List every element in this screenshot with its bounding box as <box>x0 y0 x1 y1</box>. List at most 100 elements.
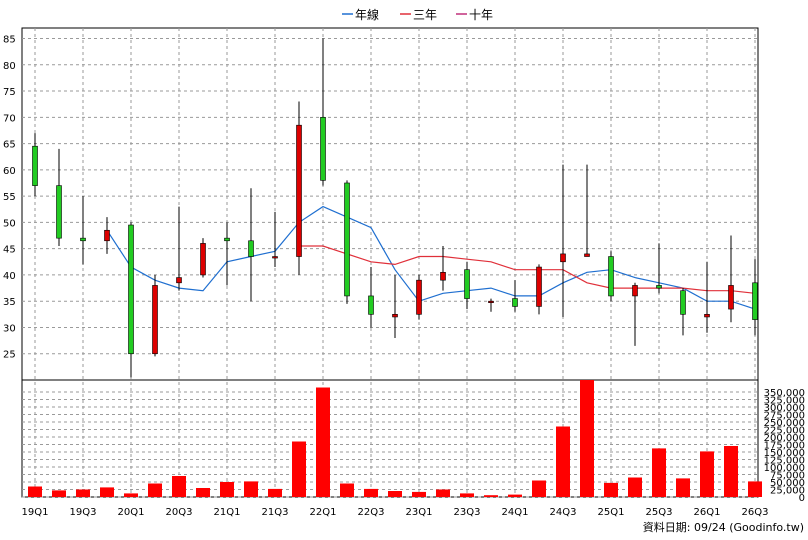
candle-body <box>272 256 278 259</box>
volume-bar <box>412 491 426 497</box>
candle-body <box>608 256 614 297</box>
candle-body <box>320 117 326 181</box>
volume-bar <box>628 477 642 497</box>
volume-tick-label: 100,000 <box>764 463 805 474</box>
volume-bar <box>484 495 498 497</box>
axis-labels: 25 30 35 40 45 50 55 60 65 70 75 80 85 025,00050,0007… <box>3 35 805 518</box>
candle-body <box>512 298 518 307</box>
volume-bar <box>316 387 330 497</box>
legend-label: 三年 <box>413 8 437 22</box>
candlestick <box>80 196 86 265</box>
candlesticks <box>32 38 758 378</box>
candlestick <box>512 280 518 312</box>
x-tick-label: 20Q3 <box>166 507 193 518</box>
legend-label: 十年 <box>469 8 493 22</box>
candlestick <box>632 282 638 346</box>
volume-tick-label: 50,000 <box>770 478 805 489</box>
volume-bar <box>676 478 690 497</box>
volume-tick-label: 125,000 <box>764 456 805 467</box>
candle-body <box>656 285 662 289</box>
x-tick-label: 22Q3 <box>358 507 385 518</box>
volume-bars <box>28 380 762 497</box>
x-tick-label: 25Q1 <box>598 507 625 518</box>
candle-body <box>752 282 758 320</box>
candlestick <box>152 274 158 357</box>
volume-bar <box>532 480 546 497</box>
volume-bar <box>436 489 450 497</box>
candle-body <box>440 271 446 281</box>
moving-average-lines <box>106 205 756 310</box>
volume-bar <box>292 441 306 497</box>
candlestick <box>104 217 110 254</box>
volume-bar <box>580 380 594 497</box>
candlestick <box>248 188 254 302</box>
candle-body <box>296 124 302 257</box>
data-date-credit: 資料日期: 09/24 (Goodinfo.tw) <box>643 520 804 534</box>
x-tick-label: 23Q1 <box>406 507 433 518</box>
candlestick <box>440 246 446 291</box>
candlestick <box>560 164 566 317</box>
candlestick <box>344 180 350 304</box>
price-tick-label: 35 <box>3 297 16 308</box>
volume-bar <box>724 446 738 497</box>
candlestick <box>752 259 758 336</box>
candle-body <box>248 240 254 257</box>
volume-bar <box>556 426 570 497</box>
candlestick <box>656 243 662 294</box>
volume-bar <box>28 486 42 497</box>
candle-body <box>488 300 494 303</box>
candle-body <box>680 290 686 315</box>
candlestick <box>32 133 38 197</box>
volume-tick-label: 250,000 <box>764 418 805 429</box>
candle-body <box>200 243 206 276</box>
volume-bar <box>52 490 66 497</box>
candle-body <box>176 277 182 284</box>
candlestick <box>680 288 686 336</box>
candlestick <box>704 261 710 333</box>
price-tick-label: 75 <box>3 87 16 98</box>
volume-bar <box>148 483 162 497</box>
volume-tick-label: 275,000 <box>764 411 805 422</box>
candle-body <box>536 266 542 307</box>
x-tick-label: 24Q3 <box>550 507 577 518</box>
price-tick-label: 25 <box>3 350 16 361</box>
volume-bar <box>364 488 378 497</box>
candle-body <box>560 253 566 263</box>
candle-body <box>224 237 230 242</box>
volume-plot-frame <box>21 379 759 498</box>
candle-body <box>464 269 470 299</box>
x-tick-label: 25Q3 <box>646 507 673 518</box>
candlestick <box>608 251 614 302</box>
volume-bar <box>748 481 762 497</box>
candlestick <box>536 264 542 315</box>
price-tick-label: 30 <box>3 323 16 334</box>
volume-bar <box>508 494 522 497</box>
legend-item: 十年 <box>456 8 493 22</box>
volume-tick-label: 325,000 <box>764 396 805 407</box>
x-tick-label: 26Q1 <box>694 507 721 518</box>
price-tick-label: 45 <box>3 245 16 256</box>
price-tick-label: 70 <box>3 113 16 124</box>
volume-bar <box>76 489 90 497</box>
x-tick-label: 19Q3 <box>70 507 97 518</box>
volume-tick-label: 0 <box>799 493 805 504</box>
candlestick <box>296 101 302 275</box>
x-tick-label: 24Q1 <box>502 507 529 518</box>
candle-body <box>344 182 350 297</box>
candle-body <box>128 224 134 355</box>
volume-bar <box>100 487 114 497</box>
volume-tick-label: 225,000 <box>764 426 805 437</box>
volume-tick-label: 175,000 <box>764 441 805 452</box>
legend-item: 三年 <box>400 8 437 22</box>
candle-body <box>56 185 62 239</box>
ma-line <box>106 205 756 310</box>
candlestick <box>320 38 326 186</box>
price-tick-label: 85 <box>3 35 16 46</box>
volume-bar <box>268 488 282 497</box>
volume-bar <box>700 451 714 497</box>
price-tick-label: 50 <box>3 218 16 229</box>
x-tick-label: 20Q1 <box>118 507 145 518</box>
legend: 年線 三年 十年 <box>342 7 493 22</box>
candle-body <box>416 279 422 315</box>
